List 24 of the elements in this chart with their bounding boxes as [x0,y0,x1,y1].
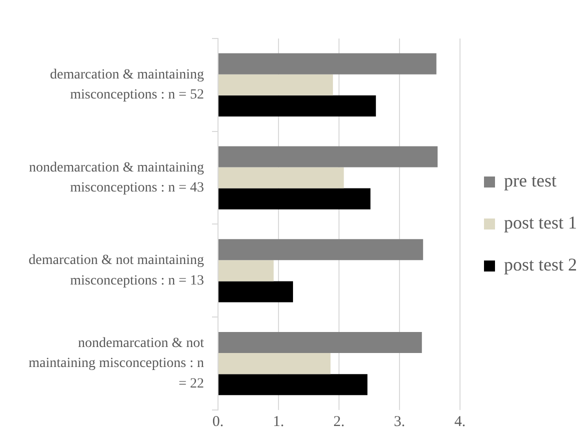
bar [218,374,368,396]
y-tick-label: demarcation & maintaining misconceptions : n = 52 [50,67,204,103]
x-tick-label: 3. [394,414,406,430]
bar [218,74,333,96]
bar [218,53,436,74]
legend-label: post test 1 [504,212,578,233]
legend-label: pre test [504,170,556,191]
bar [218,95,376,116]
bar [218,281,294,302]
x-tick-label: 1. [272,414,284,430]
x-tick-label: 0. [212,414,224,430]
bar [218,188,370,210]
legend-label: post test 2 [504,254,578,275]
y-tick-label: nondemarcation & not maintaining misconceptions : n = 22 [28,336,204,392]
x-tick-label: 4. [454,414,466,430]
bar [218,260,274,282]
x-tick-label: 2. [333,414,345,430]
y-tick-label: demarcation & not maintaining misconceptions : n = 13 [28,253,204,288]
bar [218,239,424,260]
y-tick-label: nondemarcation & maintaining misconceptions : n = 43 [29,160,204,196]
bar [218,146,438,168]
bar [218,353,331,374]
bar [218,332,422,354]
bar [218,167,344,188]
